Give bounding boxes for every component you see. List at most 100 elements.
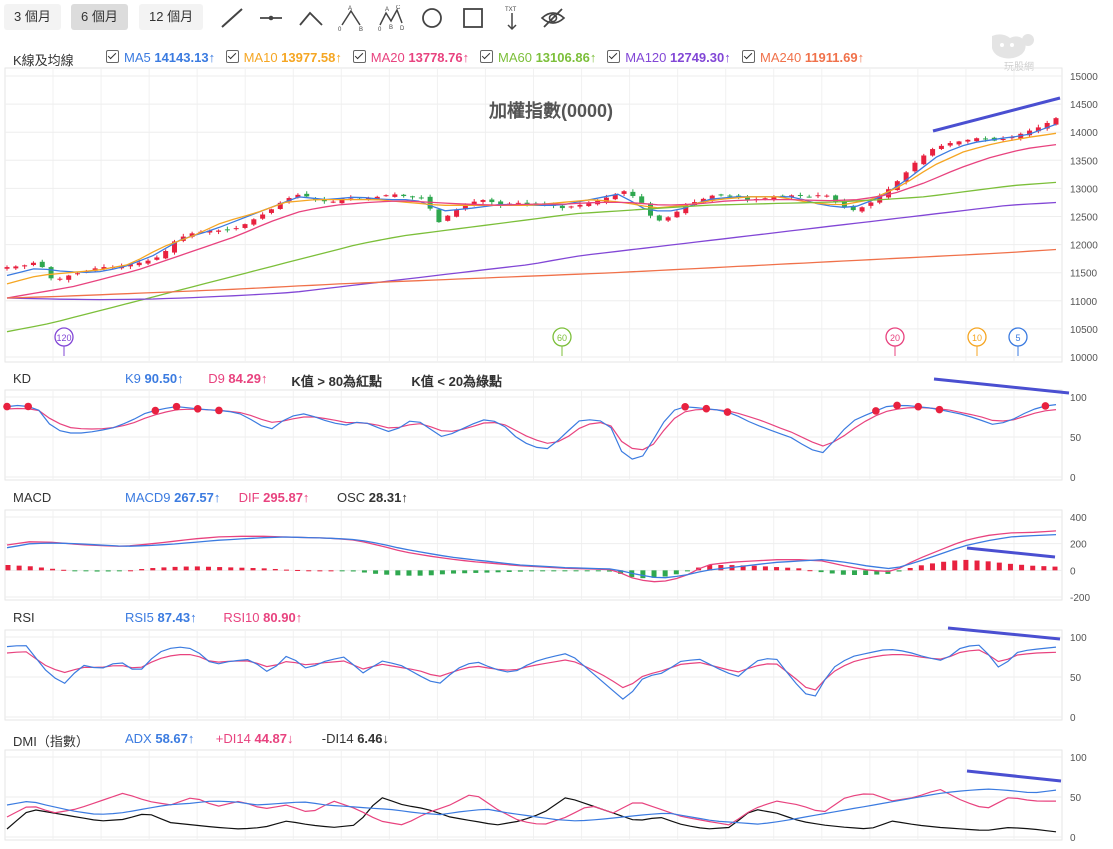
kline-legend-ma5[interactable]: MA5 14143.13↑: [106, 50, 215, 65]
candle-body: [771, 197, 777, 200]
candle-body: [462, 204, 468, 210]
trendline-price: [932, 96, 1061, 133]
logo-text: 玩股網: [1004, 60, 1034, 72]
macd-osc-bar: [1007, 563, 1013, 571]
candle-body: [251, 219, 257, 225]
kd-y-tick-label: 0: [1070, 473, 1076, 484]
ma-line-ma60: [6, 181, 1057, 333]
macd-osc-bar: [707, 565, 713, 571]
ma-line-ma240: [6, 248, 1057, 299]
kd-note-0: K值 > 80為紅點: [291, 374, 383, 389]
ma-toggle-checkbox[interactable]: [480, 50, 493, 63]
macd-osc-bar: [852, 570, 858, 575]
circle-icon[interactable]: [419, 5, 445, 31]
text-marker-icon[interactable]: TXT: [499, 5, 525, 31]
period-marker-label: 5: [1015, 333, 1020, 343]
kd-overbought-dot: [935, 405, 944, 414]
ma-toggle-checkbox[interactable]: [742, 50, 755, 63]
period-marker-circle: [54, 327, 74, 347]
candle-body: [982, 138, 988, 140]
ma-toggle-checkbox[interactable]: [607, 50, 621, 63]
candle-body: [22, 265, 28, 267]
candle-body: [383, 195, 389, 197]
macd-osc-bar: [874, 570, 880, 575]
macd-osc-bar: [328, 570, 334, 572]
svg-text:B: B: [359, 27, 363, 31]
ma-toggle-checkbox[interactable]: [352, 50, 366, 63]
macd-panel-title: MACD: [13, 490, 52, 505]
kd-overbought-dot: [3, 402, 11, 411]
macd-osc-bar: [406, 570, 412, 576]
candle-body: [683, 205, 689, 214]
macd-osc-bar: [1019, 564, 1025, 571]
kline-legend: K線及均線 MA5 14143.13↑ MA10 13977.58↑ MA20 137…: [0, 50, 980, 70]
candle-body: [189, 233, 195, 237]
candle-body: [216, 230, 222, 232]
dmi-minus-di-line: [6, 797, 1057, 833]
kline-legend-ma240[interactable]: MA240 11911.69↑: [742, 50, 864, 65]
period-marker-label: 20: [890, 333, 900, 343]
candle-body: [277, 202, 283, 209]
macd-osc-bar: [1030, 565, 1036, 571]
ma-toggle-checkbox[interactable]: [106, 50, 119, 63]
dmi-legend-di14: -DI14 6.46↓: [321, 731, 390, 746]
kline-legend-ma20[interactable]: MA20 13778.76↑: [352, 50, 469, 65]
kd-panel-title: KD: [13, 371, 32, 386]
trendline-dmi: [966, 769, 1062, 783]
macd-osc-bar: [863, 570, 869, 575]
candle-body: [612, 194, 618, 200]
macd-osc-bar: [774, 567, 780, 571]
macd-osc-bar: [517, 570, 523, 572]
macd-osc-bar: [83, 570, 89, 572]
rectangle-icon[interactable]: [460, 5, 486, 31]
candle-body: [603, 197, 609, 203]
dmi-legend-adx: ADX 58.67↑: [125, 731, 195, 746]
abcd-pattern-icon[interactable]: A C 0 B D: [378, 5, 404, 31]
hide-eye-icon[interactable]: [540, 5, 566, 31]
macd-osc-bar: [974, 560, 980, 571]
macd-osc-bar: [161, 567, 167, 571]
kd-k9-line: [6, 404, 1057, 460]
macd-osc-bar: [339, 570, 345, 572]
macd-osc-bar: [573, 570, 579, 572]
macd-osc-bar: [651, 570, 657, 578]
candle-body: [127, 264, 133, 267]
candle-body: [498, 201, 504, 206]
candle-body: [744, 197, 750, 200]
macd-osc-bar: [1041, 566, 1047, 571]
candle-body: [374, 196, 380, 199]
candle-body: [665, 217, 671, 221]
kline-legend-ma10[interactable]: MA10 13977.58↑: [225, 50, 342, 65]
trendline-icon[interactable]: [219, 5, 245, 31]
angle-line-icon[interactable]: [298, 5, 324, 31]
candle-body: [339, 198, 345, 204]
dmi-y-tick-label: 100: [1070, 753, 1087, 764]
kline-legend-ma60[interactable]: MA60 13106.86↑: [480, 50, 596, 65]
kline-legend-ma120[interactable]: MA120 12749.30↑: [607, 50, 731, 65]
ma-toggle-checkbox[interactable]: [225, 50, 239, 63]
macd-osc-bar: [952, 560, 958, 571]
macd-osc-bar: [239, 567, 245, 571]
macd-osc-bar: [417, 570, 423, 576]
macd-osc-bar: [395, 570, 401, 576]
macd-osc-bar: [718, 565, 724, 571]
macd-osc-bar: [1052, 566, 1058, 571]
abc-pattern-icon[interactable]: A 0 B: [338, 5, 364, 31]
period-6m-button[interactable]: 6 個月: [71, 4, 128, 30]
kd-overbought-dot: [215, 406, 223, 415]
rsi-legend-rsi10: RSI10 80.90↑: [223, 610, 303, 625]
macd-osc-bar: [662, 570, 668, 577]
candle-body: [806, 196, 812, 198]
dmi-y-tick-label: 50: [1070, 793, 1082, 804]
macd-legend-macd9: MACD9 267.57↑: [125, 490, 221, 505]
macd-osc-bar: [929, 563, 935, 571]
macd-legend-dif: DIF 295.87↑: [238, 490, 310, 505]
period-12m-button[interactable]: 12 個月: [139, 4, 204, 30]
period-3m-button[interactable]: 3 個月: [4, 4, 61, 30]
svg-text:TXT: TXT: [505, 7, 517, 13]
candle-body: [921, 155, 927, 165]
candle-body: [66, 275, 72, 280]
horizontal-line-icon[interactable]: [258, 5, 284, 31]
macd-osc-bar: [27, 566, 33, 571]
